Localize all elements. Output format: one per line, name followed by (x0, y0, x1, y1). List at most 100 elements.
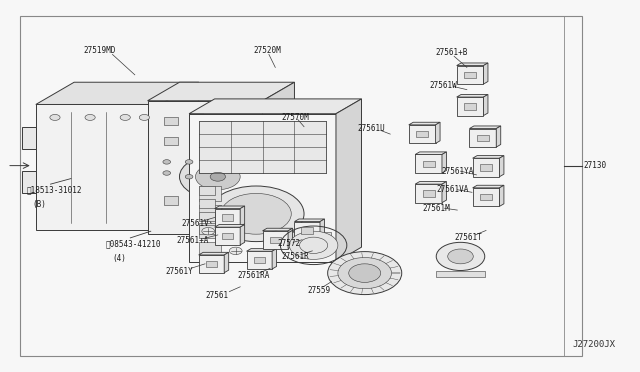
Polygon shape (262, 228, 292, 231)
Bar (301, 227, 313, 234)
Polygon shape (442, 152, 447, 173)
Polygon shape (409, 125, 436, 143)
Circle shape (85, 115, 95, 121)
Text: Ⓢ08543-41210: Ⓢ08543-41210 (106, 239, 161, 248)
Polygon shape (36, 105, 161, 231)
Polygon shape (483, 63, 488, 84)
Polygon shape (198, 255, 224, 273)
Polygon shape (409, 122, 440, 125)
Circle shape (208, 186, 304, 241)
Circle shape (140, 115, 150, 121)
Polygon shape (294, 219, 324, 222)
Polygon shape (472, 185, 504, 188)
Circle shape (448, 249, 473, 264)
Bar (291, 232, 309, 243)
Polygon shape (496, 126, 500, 147)
Text: (B): (B) (33, 200, 47, 209)
Text: 27130: 27130 (584, 161, 607, 170)
Polygon shape (415, 184, 442, 203)
Bar (253, 257, 265, 263)
Polygon shape (246, 251, 272, 269)
Polygon shape (161, 82, 198, 231)
Text: 27520M: 27520M (253, 46, 281, 55)
Polygon shape (320, 219, 324, 239)
Bar (464, 103, 476, 110)
Polygon shape (189, 99, 362, 114)
Circle shape (185, 174, 193, 179)
Polygon shape (415, 182, 447, 184)
Bar (198, 186, 214, 195)
Bar (205, 261, 217, 267)
Text: 27561W: 27561W (430, 81, 458, 90)
Bar (221, 233, 233, 239)
Bar (198, 223, 221, 238)
Bar (422, 190, 435, 197)
Text: 27559: 27559 (307, 286, 330, 295)
Polygon shape (272, 248, 276, 269)
Circle shape (229, 247, 242, 254)
Bar (480, 164, 492, 171)
Polygon shape (415, 154, 442, 173)
Polygon shape (148, 101, 262, 234)
Polygon shape (214, 209, 240, 227)
Circle shape (50, 115, 60, 121)
Circle shape (210, 172, 225, 181)
Polygon shape (469, 129, 496, 147)
Polygon shape (336, 99, 362, 262)
Circle shape (163, 171, 171, 175)
Text: 27561: 27561 (205, 291, 228, 300)
Polygon shape (499, 185, 504, 206)
Text: 27561T: 27561T (454, 233, 482, 243)
Circle shape (338, 257, 392, 289)
Text: 27561R: 27561R (282, 252, 309, 261)
Circle shape (185, 160, 193, 164)
Bar (198, 205, 221, 219)
Bar (269, 237, 281, 243)
Circle shape (349, 264, 381, 282)
Text: 27561+A: 27561+A (176, 236, 209, 246)
Bar (189, 134, 203, 141)
Bar (164, 196, 177, 205)
Polygon shape (472, 158, 499, 177)
Circle shape (289, 231, 338, 259)
Polygon shape (469, 126, 500, 129)
Text: Ⓢ18513-31012: Ⓢ18513-31012 (26, 185, 82, 194)
Text: 27561VA: 27561VA (436, 185, 468, 194)
Polygon shape (262, 231, 288, 248)
Bar (464, 71, 476, 78)
Text: 27561Y: 27561Y (166, 267, 193, 276)
Bar (164, 137, 177, 145)
Circle shape (202, 228, 214, 235)
Bar (164, 117, 177, 125)
Text: 27561YA: 27561YA (442, 167, 474, 176)
Text: 27561M: 27561M (422, 204, 450, 213)
Bar (221, 214, 233, 221)
Polygon shape (483, 94, 488, 116)
Text: 27519MD: 27519MD (84, 46, 116, 55)
Bar (198, 186, 221, 201)
Polygon shape (214, 227, 240, 245)
Text: 27570M: 27570M (282, 113, 309, 122)
Polygon shape (240, 206, 244, 227)
Bar (198, 241, 221, 256)
Text: 27561RA: 27561RA (237, 271, 269, 280)
Polygon shape (472, 155, 504, 158)
Bar (198, 199, 214, 208)
Bar (477, 135, 489, 141)
Bar (189, 195, 203, 203)
Polygon shape (148, 82, 294, 101)
Polygon shape (36, 82, 198, 105)
Polygon shape (214, 206, 244, 209)
Polygon shape (246, 248, 276, 251)
Bar (198, 121, 326, 173)
Circle shape (179, 154, 256, 199)
Bar (189, 113, 203, 121)
Polygon shape (198, 252, 228, 255)
Polygon shape (415, 152, 447, 154)
Polygon shape (442, 182, 447, 203)
Bar (198, 225, 214, 234)
Polygon shape (22, 171, 36, 193)
Polygon shape (288, 228, 292, 248)
Text: 27561V: 27561V (181, 219, 209, 228)
Polygon shape (457, 63, 488, 65)
